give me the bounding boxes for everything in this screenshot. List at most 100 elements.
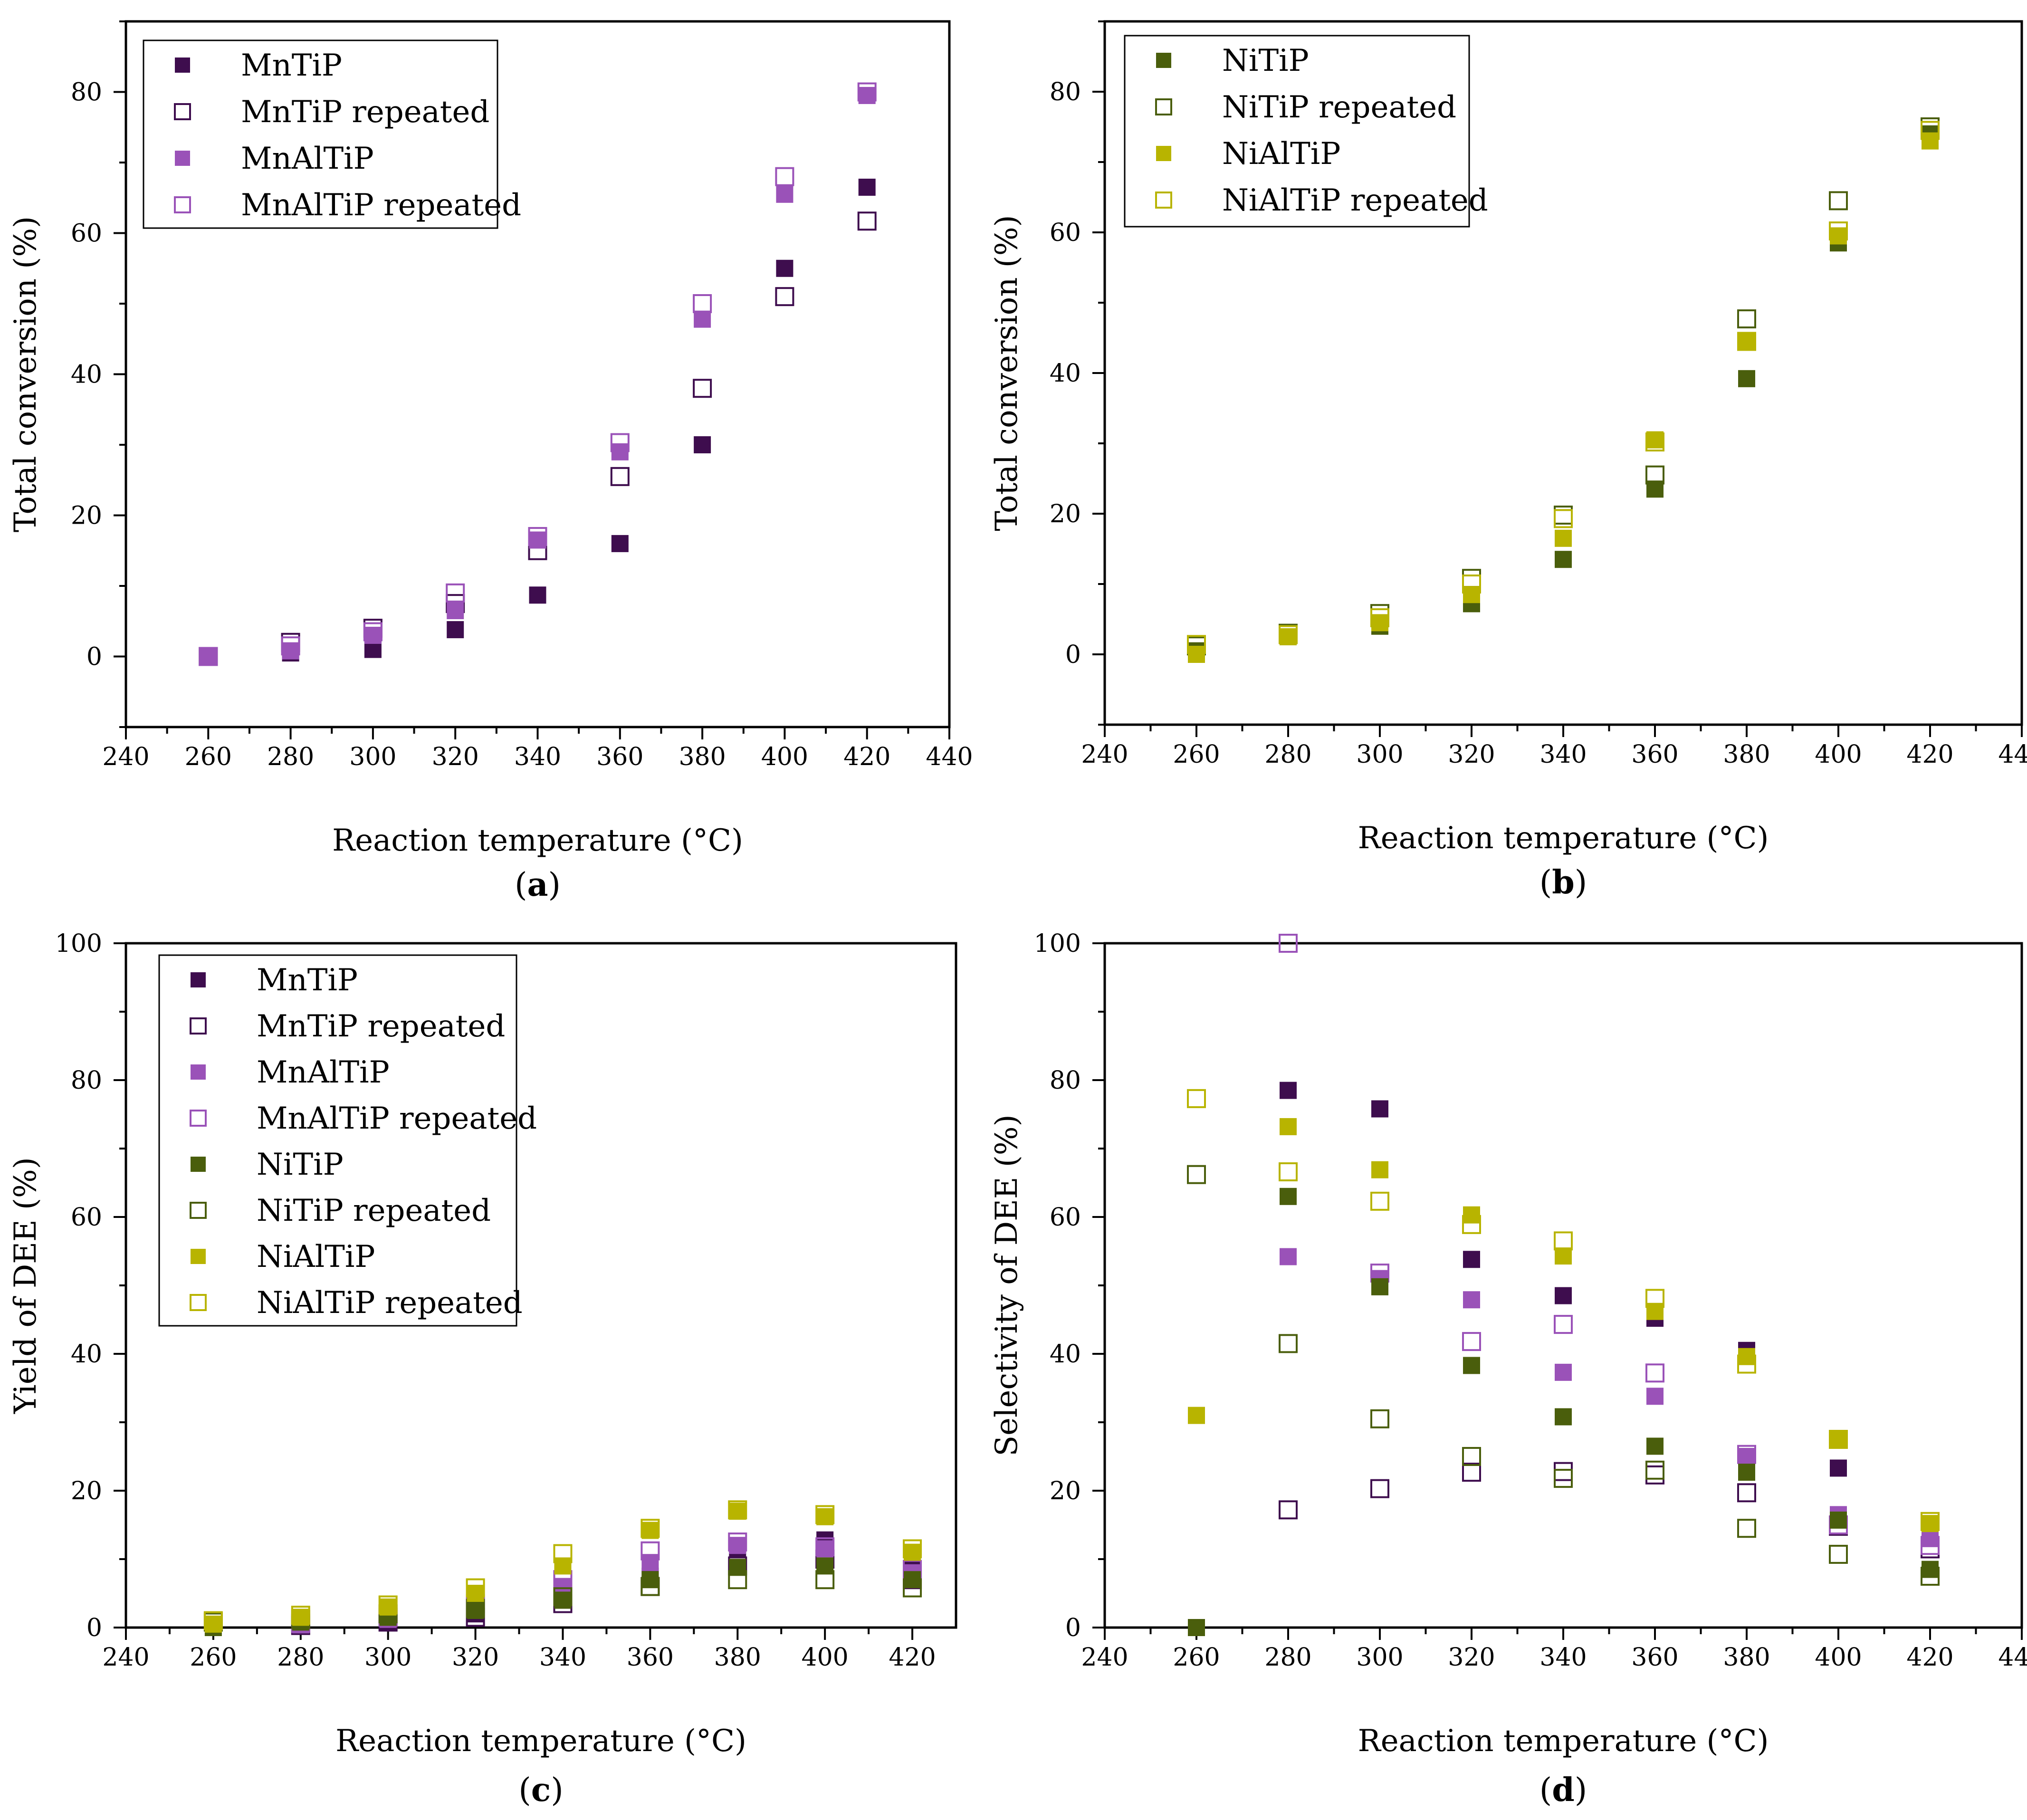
legend-label: NiAlTiP repeated — [1222, 183, 1488, 218]
data-point — [528, 527, 547, 546]
x-tick-label: 260 — [1173, 1643, 1220, 1672]
data-point — [1187, 1165, 1206, 1184]
data-point — [1554, 1315, 1573, 1334]
x-tick-label: 400 — [1815, 740, 1862, 769]
legend-marker — [175, 151, 190, 166]
y-tick-label: 0 — [1065, 1614, 1081, 1642]
data-point — [1921, 1567, 1940, 1586]
x-tick-label: 240 — [102, 1643, 149, 1672]
data-point — [1370, 608, 1389, 628]
data-point — [1463, 1251, 1480, 1268]
y-axis-title: Total conversion (%) — [8, 216, 43, 532]
x-tick-label: 240 — [1081, 740, 1128, 769]
x-tick-label: 440 — [926, 743, 973, 771]
data-point — [1279, 934, 1298, 953]
data-point — [1645, 1460, 1664, 1480]
data-point — [641, 1541, 660, 1561]
x-tick-label: 360 — [1631, 1643, 1678, 1672]
legend-label: NiAlTiP — [257, 1239, 375, 1274]
y-tick-label: 0 — [86, 1614, 102, 1642]
x-axis-title: Reaction temperature (°C) — [335, 1724, 746, 1759]
y-tick-label: 80 — [71, 78, 102, 107]
x-tick-label: 260 — [1173, 740, 1220, 769]
x-tick-label: 300 — [349, 743, 396, 771]
x-tick-label: 340 — [1539, 740, 1587, 769]
data-point — [1554, 1469, 1573, 1488]
data-point — [1738, 1348, 1755, 1365]
data-point — [1555, 1363, 1572, 1381]
data-point — [1830, 1431, 1847, 1449]
data-point — [529, 586, 546, 604]
y-tick-label: 20 — [71, 1477, 102, 1505]
legend-marker — [191, 1249, 206, 1264]
legend-label: MnTiP repeated — [257, 1009, 505, 1044]
legend-marker — [191, 1157, 206, 1172]
data-point — [1646, 1388, 1664, 1405]
legend-marker — [1156, 146, 1171, 161]
chart-panel-a: 240 260 280 300 320 340 360 380 400 420 440 0 20 40 60… — [8, 20, 973, 904]
data-point — [282, 642, 299, 660]
data-point — [1554, 1462, 1573, 1481]
y-tick-label: 20 — [1050, 1477, 1081, 1505]
legend: NiTiP NiTiP repeated NiAlTiP NiAlTiP repeat… — [1124, 35, 1488, 228]
data-point — [610, 467, 630, 486]
y-tick-label: 20 — [1050, 500, 1081, 528]
data-point — [776, 185, 794, 203]
data-point — [1645, 432, 1664, 452]
data-point — [1921, 1536, 1940, 1555]
x-tick-label: 260 — [190, 1643, 237, 1672]
legend-label: NiTiP — [1222, 43, 1309, 78]
data-point — [1738, 333, 1755, 350]
x-tick-label: 280 — [277, 1643, 324, 1672]
data-point — [1829, 1544, 1848, 1564]
panel-label: (d) — [1539, 1771, 1587, 1809]
data-point — [1462, 1463, 1481, 1482]
data-point — [1646, 1437, 1664, 1455]
x-tick-label: 420 — [1906, 740, 1953, 769]
data-point — [1555, 1408, 1572, 1426]
series-nialtip-repeated — [1187, 121, 1940, 654]
y-axis-title: Total conversion (%) — [989, 215, 1024, 531]
data-point — [728, 1533, 747, 1552]
data-point — [291, 1606, 310, 1625]
legend-label: MnTiP — [257, 963, 358, 998]
data-point — [694, 310, 711, 328]
data-point — [1462, 575, 1481, 594]
data-point — [1462, 1332, 1481, 1351]
data-point — [1280, 1118, 1297, 1135]
x-tick-label: 420 — [889, 1643, 936, 1672]
y-tick-label: 100 — [1034, 929, 1081, 958]
legend-label: NiTiP repeated — [1222, 90, 1456, 125]
series-mntip — [200, 178, 876, 665]
x-tick-label: 360 — [596, 743, 643, 771]
series-nitip — [1188, 1188, 1939, 1636]
data-point — [1187, 635, 1206, 654]
legend: MnTiP MnTiP repeated MnAlTiP MnAlTiP repeat… — [143, 39, 521, 229]
panel-label: (c) — [518, 1771, 563, 1809]
data-point — [1463, 586, 1480, 603]
data-point — [1370, 1191, 1389, 1211]
legend-marker — [191, 972, 206, 987]
x-tick-label: 300 — [1356, 1643, 1403, 1672]
legend: MnTiP MnTiP repeated MnAlTiP MnAlTiP repeat… — [158, 954, 537, 1327]
data-point — [1738, 1464, 1755, 1481]
plot-frame — [1103, 942, 2023, 1629]
data-point — [815, 1537, 835, 1557]
data-point — [1921, 1512, 1940, 1531]
data-point — [1279, 1500, 1298, 1520]
legend-label: MnAlTiP — [241, 141, 374, 176]
legend-label: NiAlTiP repeated — [257, 1285, 523, 1321]
data-point — [1280, 1188, 1297, 1205]
legend-box — [158, 954, 517, 1327]
data-point — [1645, 1289, 1664, 1308]
data-point — [1188, 1407, 1205, 1424]
data-point — [610, 433, 630, 452]
data-point — [1829, 221, 1848, 241]
data-point — [1188, 1619, 1205, 1636]
data-point — [1737, 309, 1756, 329]
y-tick-label: 60 — [1050, 219, 1081, 247]
data-point — [858, 178, 876, 196]
data-point — [903, 1578, 922, 1598]
x-tick-label: 320 — [432, 743, 479, 771]
